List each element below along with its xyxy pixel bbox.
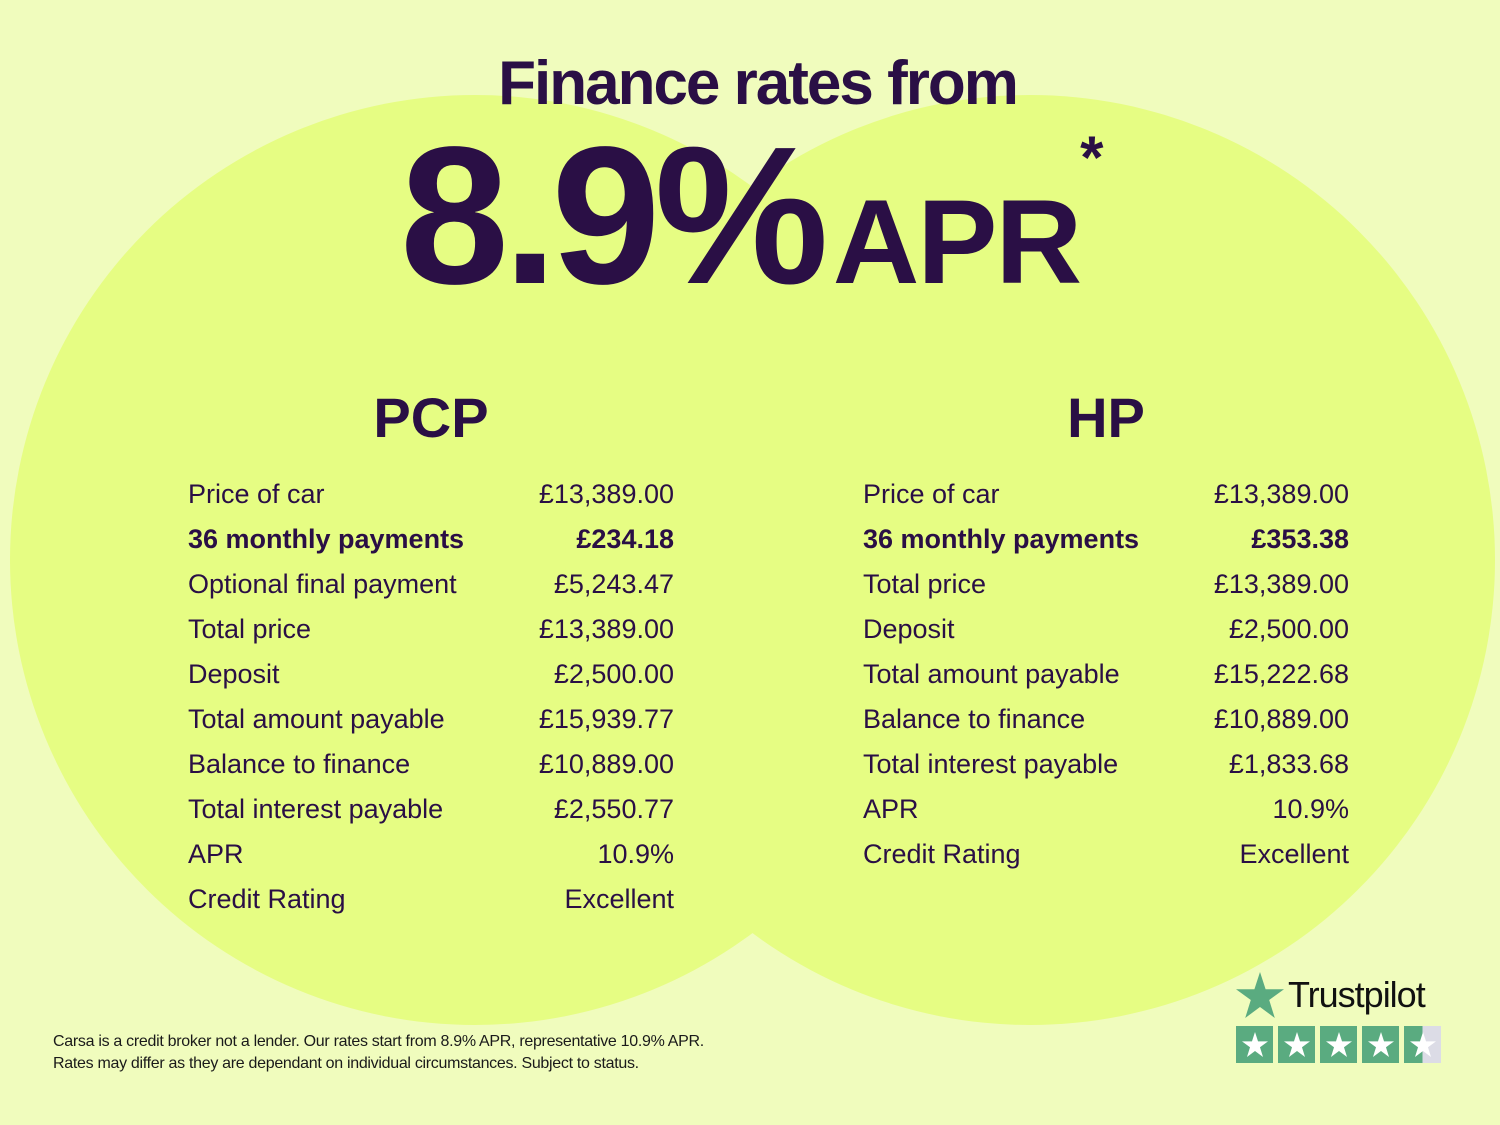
table-row: 36 monthly payments £353.38 [863,517,1349,562]
table-row: Deposit £2,500.00 [863,607,1349,652]
row-value: £15,939.77 [538,704,674,734]
row-value: Excellent [564,884,674,914]
row-value: £13,389.00 [538,479,674,509]
trustpilot-name: Trustpilot [1288,974,1426,1015]
row-value: 10.9% [597,839,674,869]
row-label: Deposit [863,614,955,644]
row-value: £1,833.68 [1228,749,1349,779]
row-label: Total price [188,614,312,644]
row-label: Total amount payable [188,704,445,734]
row-label: Price of car [188,479,325,509]
table-row: Total amount payable £15,222.68 [863,652,1349,697]
rating-star-icon [1278,1026,1315,1063]
table-row: Price of car £13,389.00 [188,472,674,517]
pcp-title: PCP [373,386,489,449]
row-value: £15,222.68 [1213,659,1349,689]
headline-rate: 8.9%APR* [400,118,1104,314]
hp-rows: Price of car £13,389.00 36 monthly payment… [863,472,1349,877]
row-label: APR [188,839,244,869]
row-label: Total interest payable [188,794,444,824]
table-row: APR 10.9% [188,832,674,877]
rating-star-icon [1320,1026,1357,1063]
row-value: £10,889.00 [1213,704,1349,734]
row-label: Price of car [863,479,1000,509]
row-label: Credit Rating [863,839,1021,869]
row-value: £2,550.77 [553,794,674,824]
row-value: £353.38 [1251,524,1349,554]
trustpilot-rating [1236,1026,1441,1063]
table-row: Optional final payment £5,243.47 [188,562,674,607]
row-label: Total amount payable [863,659,1120,689]
pcp-table: PCP Price of car £13,389.00 36 monthly pay… [188,388,674,922]
pcp-rows: Price of car £13,389.00 36 monthly payment… [188,472,674,922]
disclaimer-line-1: Carsa is a credit broker not a lender. O… [53,1033,704,1050]
table-row: Balance to finance £10,889.00 [188,742,674,787]
table-row: Credit Rating Excellent [188,877,674,922]
row-label: Total price [863,569,987,599]
trustpilot-logo: Trustpilot [1236,972,1441,1018]
rate-unit: APR [832,175,1082,309]
hp-table: HP Price of car £13,389.00 36 monthly paym… [863,388,1349,877]
headline-title: Finance rates from [498,49,1019,118]
row-value: £13,389.00 [538,614,674,644]
star-icon [1236,972,1284,1018]
rating-star-icon [1236,1026,1273,1063]
disclaimer-line-2: Rates may differ as they are dependant o… [53,1055,639,1072]
row-value: £13,389.00 [1213,569,1349,599]
table-row: Total interest payable £2,550.77 [188,787,674,832]
row-label: Balance to finance [188,749,411,779]
table-row: Total interest payable £1,833.68 [863,742,1349,787]
row-label: 36 monthly payments [188,524,465,554]
table-row: Total price £13,389.00 [863,562,1349,607]
table-row: Price of car £13,389.00 [863,472,1349,517]
rating-star-icon [1362,1026,1399,1063]
row-value: £2,500.00 [553,659,674,689]
row-value: £234.18 [576,524,674,554]
table-row: Total amount payable £15,939.77 [188,697,674,742]
row-value: £5,243.47 [553,569,674,599]
table-row: Balance to finance £10,889.00 [863,697,1349,742]
table-row: Total price £13,389.00 [188,607,674,652]
asterisk: * [1080,124,1103,191]
table-row: Credit Rating Excellent [863,832,1349,877]
table-row: 36 monthly payments £234.18 [188,517,674,562]
row-label: 36 monthly payments [863,524,1140,554]
trustpilot-badge: Trustpilot [1236,972,1441,1063]
row-value: 10.9% [1272,794,1349,824]
row-value: £13,389.00 [1213,479,1349,509]
background-circle-right [565,95,1495,1025]
row-label: Credit Rating [188,884,346,914]
rating-star-icon [1404,1026,1441,1063]
row-label: Optional final payment [188,569,457,599]
rate-value: 8.9% [400,106,829,325]
row-label: Total interest payable [863,749,1119,779]
disclaimer: Carsa is a credit broker not a lender. O… [53,1031,704,1075]
row-value: £2,500.00 [1228,614,1349,644]
row-value: £10,889.00 [538,749,674,779]
hp-title: HP [1067,386,1145,449]
table-row: APR 10.9% [863,787,1349,832]
row-label: Deposit [188,659,280,689]
row-value: Excellent [1239,839,1349,869]
row-label: Balance to finance [863,704,1086,734]
table-row: Deposit £2,500.00 [188,652,674,697]
row-label: APR [863,794,919,824]
